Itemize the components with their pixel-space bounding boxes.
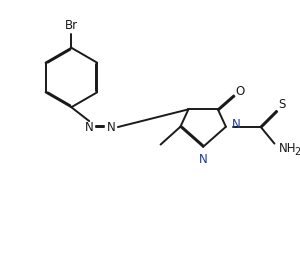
Text: O: O xyxy=(235,85,244,98)
Text: N: N xyxy=(85,121,94,134)
Text: Br: Br xyxy=(65,19,78,32)
Text: N: N xyxy=(106,121,116,134)
Text: NH: NH xyxy=(278,142,296,155)
Text: N: N xyxy=(199,153,208,166)
Text: 2: 2 xyxy=(295,146,300,156)
Text: N: N xyxy=(231,118,240,131)
Text: S: S xyxy=(279,99,286,111)
